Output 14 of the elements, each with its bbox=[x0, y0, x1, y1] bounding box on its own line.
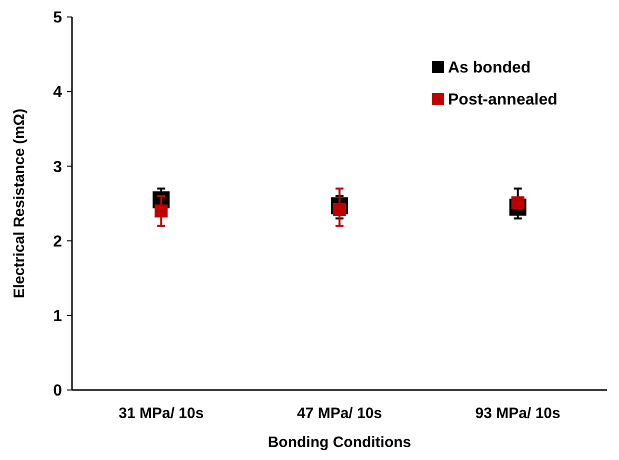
legend-label: As bonded bbox=[448, 60, 531, 77]
point bbox=[154, 204, 168, 218]
y-tick-label: 5 bbox=[53, 10, 62, 27]
y-tick-label: 0 bbox=[53, 382, 62, 400]
x-axis-title: Bonding Conditions bbox=[268, 434, 412, 451]
y-tick-label: 2 bbox=[53, 233, 62, 250]
y-tick-label: 1 bbox=[53, 308, 62, 325]
x-tick-label: 31 MPa/ 10s bbox=[118, 405, 204, 422]
x-tick-label: 93 MPa/ 10s bbox=[475, 405, 560, 422]
y-tick-label: 3 bbox=[53, 158, 62, 176]
y-tick-label: 4 bbox=[53, 84, 62, 102]
y-axis-title: Electrical Resistance (mΩ) bbox=[11, 108, 28, 298]
legend-label: Post-annealed bbox=[448, 92, 558, 109]
x-tick-label: 47 MPa/ 10s bbox=[296, 405, 382, 422]
